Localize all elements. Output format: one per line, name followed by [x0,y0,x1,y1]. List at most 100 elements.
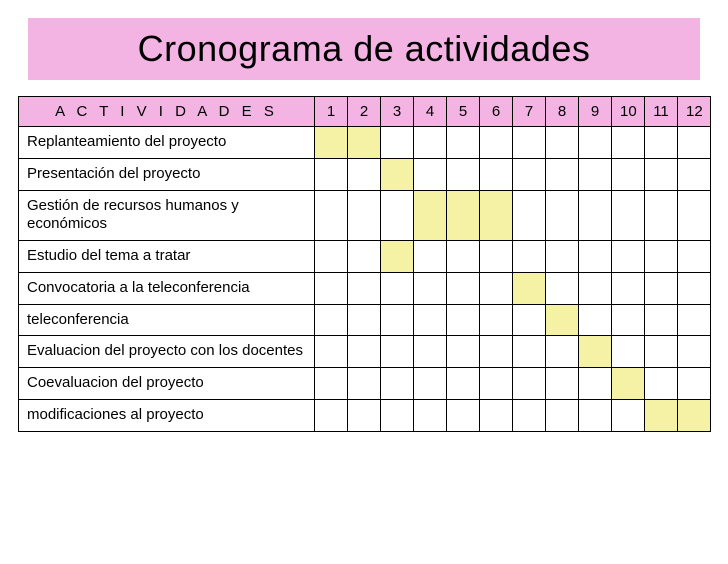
table-row: Estudio del tema a tratar [19,241,711,273]
gantt-cell [513,304,546,336]
gantt-cell [447,304,480,336]
gantt-cell [579,368,612,400]
gantt-cell [513,241,546,273]
gantt-cell [480,304,513,336]
gantt-cell [645,190,678,241]
gantt-cell [612,241,645,273]
gantt-cell [447,399,480,431]
gantt-cell [348,272,381,304]
table-row: teleconferencia [19,304,711,336]
gantt-cell [678,304,711,336]
header-activities: A C T I V I D A D E S [19,97,315,127]
gantt-cell [348,368,381,400]
gantt-cell [612,272,645,304]
gantt-cell [315,304,348,336]
table-row: Evaluacion del proyecto con los docentes [19,336,711,368]
activity-label: modificaciones al proyecto [19,399,315,431]
gantt-cell [579,272,612,304]
gantt-cell [612,127,645,159]
gantt-cell [348,190,381,241]
gantt-cell [348,336,381,368]
gantt-cell [480,190,513,241]
header-col-10: 10 [612,97,645,127]
page-title: Cronograma de actividades [28,18,700,80]
gantt-cell [645,368,678,400]
header-col-7: 7 [513,97,546,127]
header-col-2: 2 [348,97,381,127]
activity-label: Convocatoria a la teleconferencia [19,272,315,304]
gantt-cell [414,127,447,159]
gantt-cell [678,127,711,159]
gantt-cell [348,127,381,159]
gantt-cell [579,304,612,336]
gantt-cell [513,127,546,159]
gantt-cell [414,190,447,241]
gantt-cell [447,127,480,159]
gantt-cell [315,336,348,368]
gantt-cell [612,304,645,336]
gantt-cell [480,158,513,190]
gantt-cell [678,368,711,400]
activity-label: teleconferencia [19,304,315,336]
gantt-cell [546,190,579,241]
gantt-cell [414,158,447,190]
gantt-cell [579,336,612,368]
gantt-cell [546,336,579,368]
activity-label: Evaluacion del proyecto con los docentes [19,336,315,368]
gantt-cell [447,272,480,304]
gantt-cell [447,158,480,190]
gantt-cell [414,336,447,368]
header-col-6: 6 [480,97,513,127]
gantt-cell [315,190,348,241]
header-col-1: 1 [315,97,348,127]
header-col-5: 5 [447,97,480,127]
gantt-cell [348,158,381,190]
gantt-cell [546,158,579,190]
gantt-cell [546,272,579,304]
gantt-cell [513,158,546,190]
gantt-cell [678,190,711,241]
gantt-cell [513,368,546,400]
header-col-3: 3 [381,97,414,127]
gantt-cell [348,399,381,431]
gantt-cell [678,272,711,304]
activity-label: Coevaluacion del proyecto [19,368,315,400]
gantt-cell [480,272,513,304]
gantt-cell [579,190,612,241]
gantt-cell [348,304,381,336]
gantt-cell [612,368,645,400]
header-row: A C T I V I D A D E S 123456789101112 [19,97,711,127]
table-row: Presentación del proyecto [19,158,711,190]
activity-label: Replanteamiento del proyecto [19,127,315,159]
gantt-cell [381,272,414,304]
gantt-cell [447,368,480,400]
gantt-cell [381,399,414,431]
gantt-cell [579,158,612,190]
gantt-cell [546,241,579,273]
header-col-8: 8 [546,97,579,127]
gantt-cell [315,399,348,431]
gantt-cell [513,190,546,241]
gantt-cell [612,190,645,241]
gantt-cell [381,241,414,273]
gantt-cell [546,127,579,159]
gantt-cell [612,158,645,190]
gantt-cell [645,158,678,190]
gantt-cell [579,241,612,273]
gantt-cell [645,336,678,368]
gantt-cell [315,241,348,273]
header-col-9: 9 [579,97,612,127]
gantt-cell [513,272,546,304]
gantt-cell [645,127,678,159]
gantt-cell [546,304,579,336]
gantt-cell [315,158,348,190]
gantt-cell [315,272,348,304]
gantt-cell [381,190,414,241]
gantt-cell [645,241,678,273]
gantt-cell [414,399,447,431]
table-row: modificaciones al proyecto [19,399,711,431]
gantt-cell [612,399,645,431]
gantt-cell [381,127,414,159]
gantt-cell [645,399,678,431]
header-col-11: 11 [645,97,678,127]
